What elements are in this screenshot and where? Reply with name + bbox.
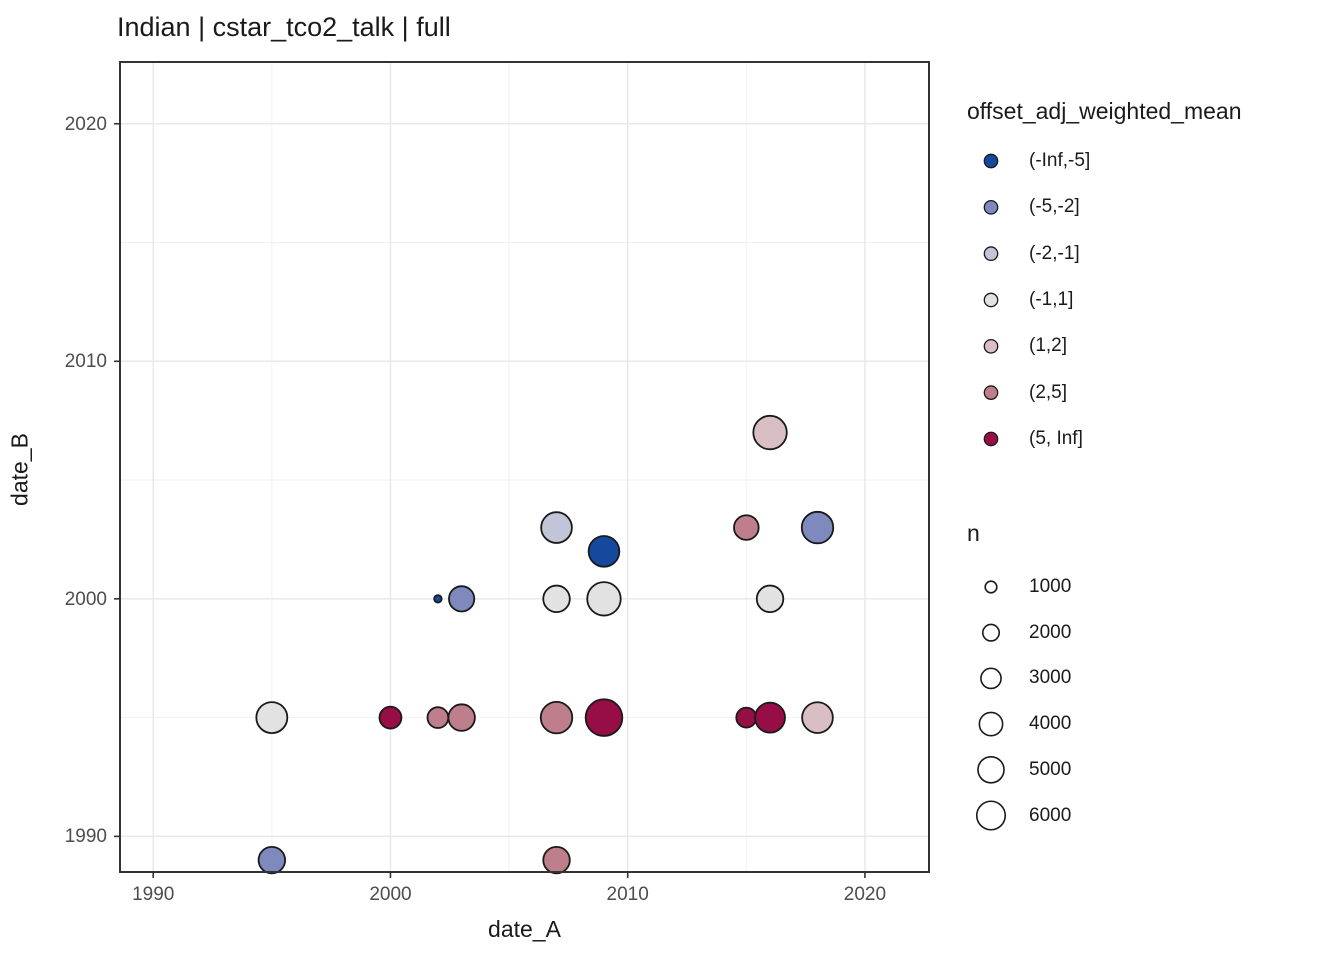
size-legend-circle (975, 800, 1007, 831)
x-tick-label: 1990 (132, 884, 175, 905)
x-tick-label: 2020 (843, 884, 887, 905)
color-legend-swatch-circle (983, 292, 999, 308)
y-tick-label: 2000 (64, 588, 107, 610)
data-point (733, 514, 760, 541)
y-tick-label: 1990 (64, 826, 107, 848)
data-point (539, 700, 574, 735)
size-legend-item-label: 5000 (1029, 758, 1072, 780)
color-legend-item-label: (2,5] (1029, 381, 1068, 403)
size-legend-item-label: 3000 (1029, 667, 1072, 689)
x-tick-label: 2010 (606, 884, 649, 905)
data-point (255, 701, 289, 734)
data-point (448, 585, 476, 613)
size-legend-circle (981, 623, 1001, 642)
color-legend-item-label: (-5,-2] (1029, 196, 1080, 218)
color-legend-item-label: (-2,-1] (1029, 242, 1080, 264)
color-legend-swatch-circle (983, 199, 999, 215)
color-legend-swatch-circle (983, 385, 999, 400)
data-point (433, 594, 443, 604)
y-tick-label: 2020 (64, 113, 107, 135)
size-legend-circle (978, 711, 1004, 737)
color-legend-item-label: (1,2] (1029, 335, 1068, 357)
panel-border (119, 61, 930, 873)
data-point (587, 535, 621, 568)
color-legend-item-label: (-1,1] (1029, 288, 1074, 310)
panel (120, 62, 929, 872)
data-point (584, 698, 624, 737)
color-legend-swatch-circle (983, 431, 999, 447)
data-point (752, 414, 788, 451)
size-legend-circle (977, 755, 1005, 784)
data-point (540, 511, 573, 544)
size-legend-item-label: 6000 (1029, 804, 1072, 826)
size-legend-item-label: 4000 (1029, 713, 1072, 735)
size-legend-item-label: 2000 (1029, 621, 1072, 643)
x-tick-label: 2000 (369, 884, 412, 905)
data-point (754, 701, 786, 734)
y-axis-title: date_B (6, 433, 33, 506)
data-point (542, 845, 571, 875)
data-point (800, 510, 835, 545)
data-point (542, 584, 571, 613)
data-point (755, 584, 785, 613)
x-axis-title: date_A (488, 916, 561, 942)
size-legend-circle (980, 667, 1002, 690)
data-point (257, 845, 287, 875)
data-point (801, 701, 834, 734)
y-tick-label: 2010 (64, 351, 107, 373)
color-legend-title: offset_adj_weighted_mean (967, 98, 1242, 124)
size-legend-title: n (967, 520, 980, 546)
data-point (447, 703, 476, 732)
data-point (735, 706, 758, 729)
color-legend-item-label: (5, Inf] (1029, 427, 1083, 449)
plot-title: Indian | cstar_tco2_talk | full (117, 12, 451, 42)
size-legend-item-label: 1000 (1029, 576, 1072, 597)
data-point (426, 706, 450, 729)
data-point (378, 705, 403, 730)
color-legend-swatch-circle (983, 153, 999, 169)
color-legend-swatch-circle (983, 246, 999, 262)
data-point (586, 581, 622, 617)
size-legend-circle (984, 580, 998, 594)
color-legend-swatch-circle (983, 338, 999, 354)
color-legend-item-label: (-Inf,-5] (1029, 150, 1091, 171)
